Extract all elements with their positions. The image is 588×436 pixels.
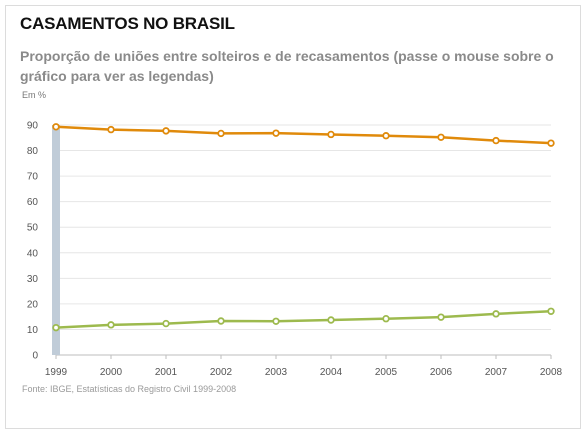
y-tick-label: 40: [27, 248, 39, 259]
x-tick-label: 2003: [265, 367, 288, 378]
y-tick-label: 30: [27, 274, 39, 285]
y-tick-label: 20: [27, 299, 39, 310]
page-title: CASAMENTOS NO BRASIL: [20, 14, 235, 33]
data-point[interactable]: [107, 321, 115, 329]
data-point[interactable]: [492, 310, 500, 318]
data-point[interactable]: [547, 139, 555, 147]
data-point[interactable]: [547, 307, 555, 315]
data-point[interactable]: [107, 125, 115, 134]
x-tick-label: 2004: [320, 367, 343, 378]
y-axis-unit-label: Em %: [22, 90, 47, 100]
x-tick-label: 2007: [485, 367, 508, 378]
x-tick-label: 2008: [540, 367, 563, 378]
data-point[interactable]: [492, 136, 500, 145]
x-axis-ticks: 1999 2000 2001 2002 2003 2004 2005 2006 2007 2008: [45, 367, 563, 378]
data-point[interactable]: [162, 319, 170, 328]
data-point[interactable]: [272, 129, 280, 137]
data-point[interactable]: [437, 133, 445, 141]
x-tick-label: 2000: [100, 367, 123, 378]
hover-column-highlight: [52, 125, 60, 355]
chart-card: [5, 5, 581, 429]
y-tick-label: 10: [27, 325, 39, 336]
data-point[interactable]: [327, 316, 335, 324]
x-tick-label: 2001: [155, 367, 178, 378]
data-point[interactable]: [382, 132, 390, 140]
x-tick-label: 2002: [210, 367, 233, 378]
x-tick-label: 2006: [430, 367, 453, 378]
hover-highlight: [52, 125, 60, 355]
series-0[interactable]: [52, 123, 555, 147]
y-tick-label: 0: [32, 351, 38, 362]
series-1[interactable]: [52, 307, 555, 332]
data-point[interactable]: [217, 129, 225, 138]
data-point[interactable]: [327, 130, 335, 139]
y-tick-label: 50: [27, 223, 39, 234]
x-tick-label: 2005: [375, 367, 398, 378]
y-tick-label: 90: [27, 121, 39, 132]
y-tick-label: 80: [27, 146, 39, 157]
data-point[interactable]: [52, 323, 60, 332]
series-line[interactable]: [55, 125, 552, 145]
y-tick-label: 70: [27, 172, 39, 183]
y-axis-ticks: 0 10 20 30 40 50 60 70 80 90: [27, 121, 39, 362]
chart-subtitle: Proporção de uniões entre solteiros e de…: [20, 48, 554, 84]
data-point[interactable]: [217, 317, 225, 325]
source-note: Fonte: IBGE, Estatísticas do Registro Ci…: [22, 384, 237, 394]
data-point[interactable]: [162, 127, 170, 135]
series-layer[interactable]: [52, 123, 555, 332]
data-point[interactable]: [382, 315, 390, 323]
data-point[interactable]: [437, 313, 445, 321]
y-tick-label: 60: [27, 197, 39, 208]
x-tick-label: 1999: [45, 367, 68, 378]
grid-lines: [55, 124, 552, 359]
series-line[interactable]: [55, 310, 552, 329]
data-point[interactable]: [52, 123, 60, 131]
data-point[interactable]: [272, 317, 280, 325]
